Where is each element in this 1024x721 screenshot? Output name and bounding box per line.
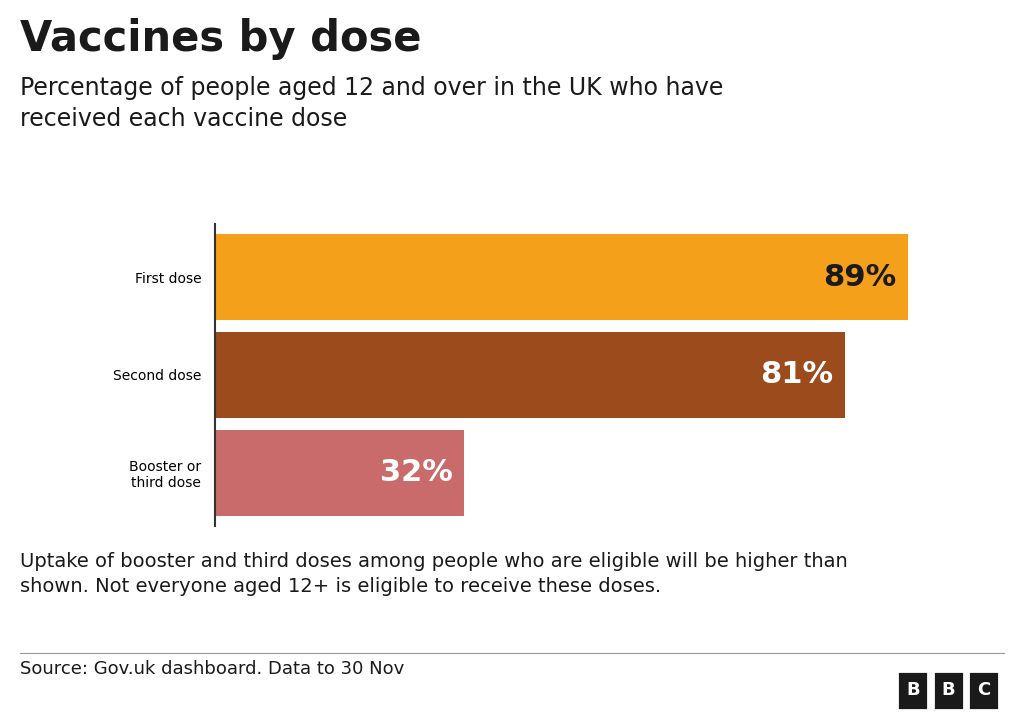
Text: Uptake of booster and third doses among people who are eligible will be higher t: Uptake of booster and third doses among … bbox=[20, 552, 848, 596]
Bar bbox=[215, 234, 907, 320]
FancyBboxPatch shape bbox=[897, 671, 929, 710]
Bar bbox=[215, 430, 464, 516]
Text: Vaccines by dose: Vaccines by dose bbox=[20, 18, 422, 60]
Bar bbox=[215, 332, 846, 418]
Text: B: B bbox=[941, 681, 955, 699]
Text: Source: Gov.uk dashboard. Data to 30 Nov: Source: Gov.uk dashboard. Data to 30 Nov bbox=[20, 660, 404, 678]
Text: 89%: 89% bbox=[822, 262, 896, 292]
Text: Percentage of people aged 12 and over in the UK who have
received each vaccine d: Percentage of people aged 12 and over in… bbox=[20, 76, 724, 131]
FancyBboxPatch shape bbox=[968, 671, 999, 710]
FancyBboxPatch shape bbox=[933, 671, 964, 710]
Text: B: B bbox=[906, 681, 920, 699]
Text: C: C bbox=[977, 681, 990, 699]
Text: 32%: 32% bbox=[380, 458, 453, 487]
Text: 81%: 81% bbox=[761, 360, 834, 389]
